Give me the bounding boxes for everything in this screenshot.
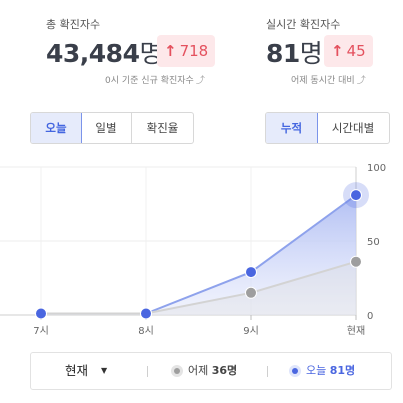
arrow-up-icon: ↑ (164, 42, 177, 60)
tab-rate[interactable]: 확진율 (146, 121, 179, 135)
data-point-0-2 (245, 286, 257, 299)
data-point-0-3 (350, 255, 362, 268)
series-line-0 (41, 260, 357, 315)
realtime-delta-value: 45 (346, 42, 366, 60)
tab-cumulative[interactable]: 누적 (266, 113, 318, 143)
series-area-0 (41, 261, 356, 315)
yesterday-dot-icon (171, 365, 183, 377)
tab-daily[interactable]: 일별 (81, 113, 132, 143)
caret-down-icon[interactable]: ▼ (101, 366, 108, 375)
arrow-up-icon: ↑ (331, 42, 344, 60)
y-tick-label: 100 (367, 163, 386, 174)
realtime-cases-unit: 명 (299, 39, 323, 68)
legend-item-yesterday: 어제 36명 (171, 353, 237, 389)
data-point-1-1 (140, 307, 152, 320)
total-cases-label: 총 확진자수 (46, 18, 101, 31)
x-tick-label: 8시 (138, 325, 154, 337)
realtime-cases-label: 실시간 확진자수 (266, 18, 341, 31)
curved-arrow-icon: ⤴ (356, 76, 366, 86)
total-cases-unit: 명 (139, 39, 162, 68)
data-point-1-3 (350, 189, 362, 202)
legend-divider (147, 366, 148, 377)
realtime-note-text: 어제 동시간 대비 (291, 76, 355, 86)
realtime-cases-note: 어제 동시간 대비 ⤴ (291, 73, 366, 86)
period-tabs: 오늘 일별 확진율 (30, 112, 194, 144)
mode-tabs: 누적 시간대별 (265, 112, 390, 144)
today-dot-icon (289, 365, 301, 377)
total-cases-value: 43,484명 (46, 34, 162, 70)
legend-yesterday-label: 어제 (188, 364, 209, 377)
x-tick-label: 9시 (243, 325, 259, 337)
x-tick-label: 현재 (347, 325, 365, 337)
tab-today[interactable]: 오늘 (31, 113, 82, 143)
curved-arrow-icon: ⤴ (195, 76, 205, 86)
legend-today-value: 81명 (329, 364, 356, 377)
total-cases-note: 0시 기준 신규 확진자수 ⤴ (105, 73, 205, 86)
total-note-text: 0시 기준 신규 확진자수 (105, 76, 194, 86)
time-selector[interactable]: 현재 (65, 363, 89, 378)
legend-divider (267, 366, 268, 377)
y-tick-label: 50 (367, 237, 380, 248)
realtime-cases-number: 81 (266, 39, 300, 68)
total-cases-number: 43,484 (46, 39, 140, 68)
data-point-1-0 (35, 307, 47, 320)
tab-hourly[interactable]: 시간대별 (331, 121, 375, 135)
legend-item-today: 오늘 81명 (289, 353, 355, 389)
y-tick-label: 0 (367, 311, 373, 322)
cases-line-chart: 0 50 100 7시 8시 9시 현재 (0, 163, 386, 337)
data-point-1-2 (245, 266, 257, 279)
legend-today-label: 오늘 (306, 364, 327, 377)
realtime-cases-value: 81명 (266, 34, 323, 70)
total-delta-badge: ↑ 718 (157, 35, 216, 67)
legend-bar: 현재 ▼ 어제 36명 오늘 81명 (30, 352, 392, 390)
total-delta-value: 718 (179, 42, 209, 60)
legend-yesterday-value: 36명 (211, 364, 238, 377)
x-tick-label: 7시 (33, 325, 49, 337)
realtime-delta-badge: ↑ 45 (324, 35, 373, 67)
